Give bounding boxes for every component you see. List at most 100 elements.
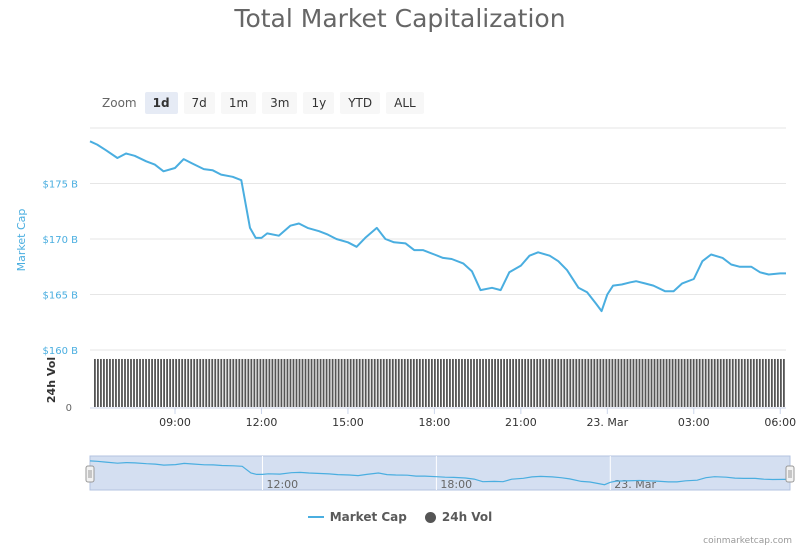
- y-tick-label: $170 B: [43, 235, 79, 246]
- volume-bar: [692, 358, 695, 407]
- volume-bar: [632, 358, 635, 407]
- volume-bar: [512, 358, 515, 407]
- volume-bar: [343, 358, 346, 407]
- volume-bar: [340, 358, 343, 407]
- volume-bar: [500, 358, 502, 407]
- volume-bar: [503, 358, 505, 407]
- zoom-1y-button[interactable]: 1y: [303, 92, 335, 114]
- zoom-all-button[interactable]: ALL: [386, 92, 424, 114]
- zoom-1m-button[interactable]: 1m: [220, 92, 257, 114]
- zoom-ytd-button[interactable]: YTD: [340, 92, 381, 114]
- volume-bar: [415, 358, 418, 407]
- volume-bar: [172, 358, 175, 407]
- market-cap-point: [356, 246, 358, 248]
- navigator-background: [89, 455, 791, 491]
- volume-bar: [178, 358, 181, 407]
- volume-bar: [758, 358, 761, 407]
- volume-bar: [265, 358, 268, 407]
- volume-bar: [142, 358, 144, 407]
- market-cap-point: [566, 269, 568, 271]
- volume-bar: [653, 358, 656, 407]
- volume-bar: [154, 358, 156, 407]
- volume-bar: [430, 358, 433, 407]
- volume-bar: [307, 358, 310, 407]
- volume-bar: [683, 358, 686, 407]
- volume-bar: [455, 358, 457, 407]
- market-cap-point: [442, 257, 444, 259]
- market-cap-point: [491, 287, 493, 289]
- line-swatch-icon: [307, 516, 324, 518]
- volume-bar: [710, 358, 713, 407]
- volume-bar: [464, 358, 466, 407]
- volume-bar: [262, 358, 265, 407]
- volume-bar: [355, 358, 358, 407]
- volume-bar: [473, 358, 475, 407]
- volume-bar: [485, 358, 487, 407]
- volume-bar: [322, 358, 325, 407]
- navigator-left-handle[interactable]: [85, 465, 95, 483]
- y-axis-title: Market Cap: [15, 209, 28, 272]
- y-tick-label: $165 B: [43, 291, 79, 302]
- volume-bar: [112, 358, 114, 407]
- volume-bar: [596, 358, 599, 407]
- volume-bar: [199, 358, 202, 407]
- volume-bar: [280, 358, 283, 407]
- market-cap-point: [260, 237, 262, 239]
- volume-bar: [235, 358, 238, 407]
- volume-bar: [133, 358, 135, 407]
- market-cap-point: [307, 227, 309, 229]
- market-cap-point: [664, 290, 666, 292]
- volume-bar: [752, 358, 755, 407]
- market-cap-point: [125, 153, 127, 155]
- volume-bar: [539, 358, 542, 407]
- volume-bar: [190, 358, 193, 407]
- volume-bar: [767, 358, 770, 407]
- chart-title: Total Market Capitalization: [234, 4, 566, 33]
- legend-market-cap[interactable]: Market Cap: [307, 510, 407, 524]
- volume-bar: [136, 358, 138, 407]
- zoom-7d-button[interactable]: 7d: [183, 92, 215, 114]
- volume-bar: [530, 358, 533, 407]
- legend-24h-vol[interactable]: 24h Vol: [424, 510, 493, 524]
- market-cap-point: [347, 241, 349, 243]
- volume-bar: [704, 358, 707, 407]
- volume-bar: [406, 358, 409, 407]
- legend-24h-vol-label: 24h Vol: [441, 510, 493, 524]
- volume-bar: [713, 358, 716, 407]
- market-cap-point: [203, 168, 205, 170]
- volume-bar: [674, 358, 677, 407]
- volume-bar: [746, 358, 749, 407]
- market-cap-point: [710, 254, 712, 256]
- volume-bar: [629, 358, 632, 407]
- market-cap-point: [549, 255, 551, 257]
- volume-bar: [608, 358, 611, 407]
- market-cap-point: [606, 294, 608, 296]
- market-cap-point: [462, 262, 464, 264]
- volume-bar: [515, 358, 518, 407]
- zoom-3m-button[interactable]: 3m: [262, 92, 298, 114]
- volume-bar: [737, 358, 740, 407]
- navigator-right-handle[interactable]: [785, 465, 795, 483]
- volume-bar: [157, 358, 159, 407]
- volume-bar: [115, 358, 117, 407]
- volume-bar: [244, 358, 247, 407]
- volume-bar: [151, 358, 153, 407]
- volume-bar: [476, 358, 478, 407]
- market-cap-point: [405, 242, 407, 244]
- volume-bar: [286, 358, 289, 407]
- navigator-tick-label: 12:00: [266, 478, 298, 491]
- zoom-1d-button[interactable]: 1d: [144, 92, 178, 114]
- navigator-tick-label: 18:00: [440, 478, 472, 491]
- volume-bar: [217, 358, 220, 407]
- volume-bar: [551, 358, 554, 407]
- volume-bar: [578, 358, 581, 407]
- market-cap-line: [89, 140, 786, 313]
- market-cap-point: [232, 176, 234, 178]
- volume-bar: [328, 358, 331, 407]
- volume-bar: [427, 358, 430, 407]
- market-cap-point: [586, 291, 588, 293]
- market-cap-point: [413, 249, 415, 251]
- volume-bar: [599, 358, 602, 407]
- volume-bar: [388, 358, 391, 407]
